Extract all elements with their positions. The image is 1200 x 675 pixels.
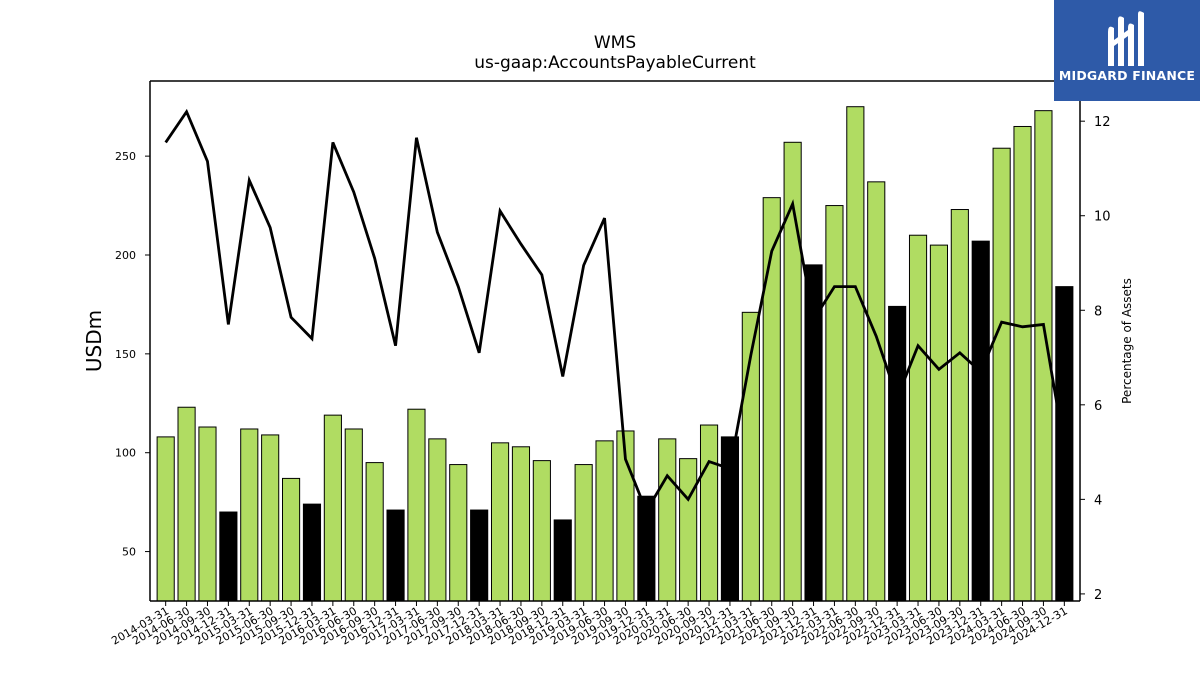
bar: [365, 462, 384, 602]
bar: [888, 305, 907, 602]
y2-axis-label: Percentage of Assets: [1120, 278, 1134, 404]
y2-tick-label: 12: [1094, 115, 1111, 130]
bar: [679, 458, 698, 602]
bar: [699, 424, 719, 602]
y2-tick-label: 8: [1094, 304, 1102, 319]
bar: [156, 436, 175, 602]
bar: [992, 147, 1011, 602]
y2-tick-label: 2: [1094, 588, 1102, 603]
bar: [449, 464, 468, 602]
bar: [261, 434, 280, 602]
y2-tick-label: 4: [1094, 493, 1102, 508]
midgard-logo: MIDGARD FINANCE: [1054, 0, 1200, 101]
y2-tick-label: 6: [1094, 399, 1102, 414]
bar: [595, 440, 614, 602]
bar: [240, 428, 259, 602]
bar: [1013, 125, 1032, 602]
bar: [470, 509, 489, 602]
y-tick-label: 200: [115, 249, 136, 262]
bar: [532, 460, 551, 602]
bar: [846, 106, 865, 602]
y-tick-label: 100: [115, 447, 136, 460]
bar: [511, 446, 531, 602]
bar: [658, 438, 677, 602]
bar: [867, 181, 886, 602]
bar: [344, 428, 363, 602]
bar: [302, 503, 322, 602]
bar: [198, 426, 217, 602]
y-tick-label: 250: [115, 150, 136, 163]
bar: [553, 519, 572, 602]
y-tick-label: 50: [122, 546, 136, 559]
y-axis-label: USDm: [82, 310, 106, 372]
logo-text: MIDGARD FINANCE: [1058, 68, 1196, 83]
bar: [825, 205, 844, 602]
bar: [177, 406, 196, 602]
bar: [219, 511, 238, 602]
bar: [428, 438, 447, 602]
y-tick-label: 150: [115, 348, 136, 361]
bar: [323, 414, 342, 602]
bar: [971, 240, 990, 602]
bar: [490, 442, 510, 602]
midgard-logo-icon: [1108, 11, 1144, 67]
bar: [407, 408, 426, 602]
bar: [574, 464, 593, 602]
bar: [386, 509, 405, 602]
chart-subtitle: us-gaap:AccountsPayableCurrent: [474, 53, 756, 73]
percentage-line: [164, 108, 1066, 515]
bar: [282, 477, 301, 602]
bar: [950, 209, 969, 602]
chart-title: WMS: [594, 33, 636, 53]
y2-tick-label: 10: [1094, 210, 1111, 225]
bar: [908, 234, 928, 602]
bar: [929, 244, 948, 602]
